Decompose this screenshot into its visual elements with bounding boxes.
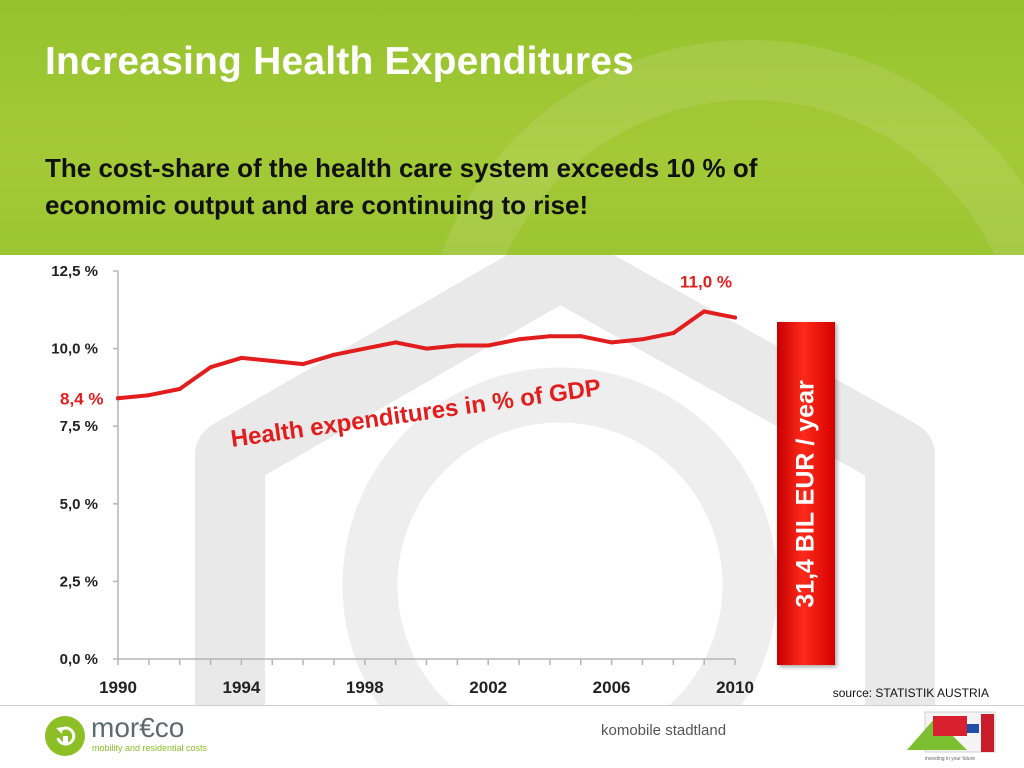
x-tick-label: 2006 [593,678,631,697]
series-point [177,386,182,391]
series-point [640,337,645,342]
series-point [424,346,429,351]
y-tick-label: 5,0 % [60,496,98,513]
series-point [146,393,151,398]
series-point [455,343,460,348]
series-point [486,343,491,348]
moreco-logo-icon [45,716,85,756]
alpine-tagline: investing in your future [925,756,976,762]
series-point [116,396,120,401]
y-tick-label: 12,5 % [51,263,98,280]
series-point [270,359,275,364]
annual-cost-text: 31,4 BIL EUR / year [791,379,820,608]
series-caption: Health expenditures in % of GDP [229,374,603,453]
end-value-label: 11,0 % [680,272,732,291]
x-tick-label: 2010 [716,678,754,697]
x-tick-label: 1994 [222,678,260,697]
series-point [393,340,398,345]
source-note: source: STATISTIK AUSTRIA [832,686,989,700]
x-tick-label: 2002 [469,678,507,697]
page-subtitle: The cost-share of the health care system… [45,153,758,220]
y-axis: 0,0 % 2,5 % 5,0 % 7,5 % 10,0 % 12,5 % [51,263,119,668]
series-point [208,365,213,370]
footer-divider [0,705,1024,706]
circular-arrow-icon [56,726,76,746]
footer: mor€co mobility and residential costs ko… [0,706,1024,768]
page-title: Increasing Health Expenditures [45,40,635,83]
series-point [733,315,737,320]
series-line-health-expenditure [116,309,737,401]
series-point [578,334,583,339]
series-point [517,337,522,342]
series-point [671,331,676,336]
x-tick-label: 1998 [346,678,384,697]
y-tick-label: 0,0 % [60,651,98,668]
series-point [239,355,244,360]
series-point [362,346,367,351]
series-point [331,352,336,357]
series-point [301,362,306,367]
y-tick-label: 2,5 % [60,573,98,590]
footer-center-text: komobile stadtland [601,722,727,739]
x-tick-label: 1990 [99,678,137,697]
annual-cost-highlight-box: 31,4 BIL EUR / year [777,322,835,665]
x-axis: 1990 1994 1998 2002 2006 2010 [99,658,754,697]
health-expenditure-chart: 0,0 %2,5 %5,0 %7,5 %10,0 %12,5 % 1990 199… [51,263,754,697]
moreco-logo-name: mor€co [91,712,185,743]
moreco-logo-tagline: mobility and residential costs [92,743,208,753]
series-point [547,334,552,339]
series-point [609,340,614,345]
header-band: Increasing Health Expenditures The cost-… [0,0,1024,255]
alpine-space-logo: investing in your future [907,711,996,762]
start-value-label: 8,4 % [60,389,103,408]
y-tick-label: 7,5 % [60,418,98,435]
y-tick-label: 10,0 % [51,341,98,358]
series-point [702,309,707,314]
series-points [116,309,737,401]
